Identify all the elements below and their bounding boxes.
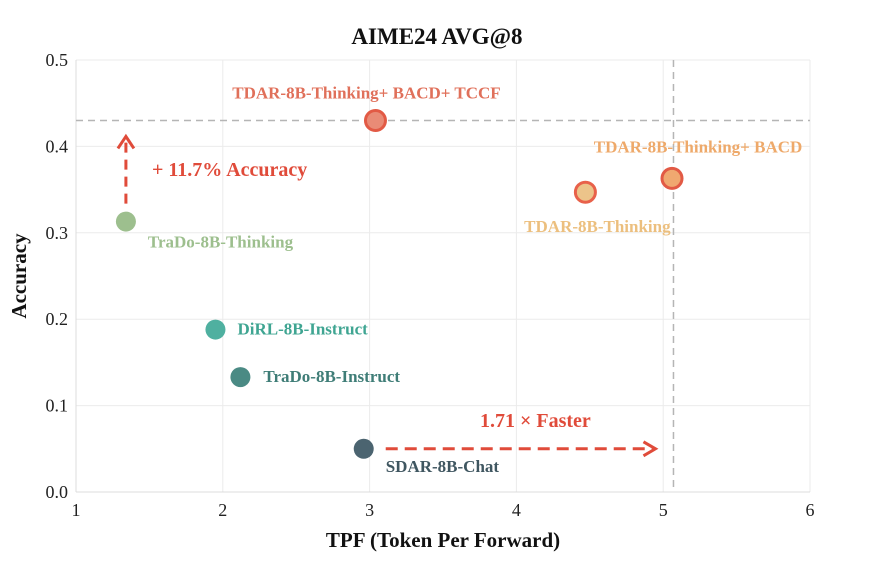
y-tick-label: 0.4 — [46, 136, 69, 156]
x-tick-label: 5 — [659, 500, 668, 520]
y-tick-label: 0.5 — [46, 50, 69, 70]
x-tick-label: 6 — [806, 500, 815, 520]
accuracy-annotation: + 11.7% Accuracy — [152, 159, 307, 181]
point-labels: TraDo-8B-Thinking DiRL-8B-Instruct TraDo-8… — [148, 83, 802, 475]
y-tick-label: 0.0 — [46, 482, 69, 502]
points — [115, 108, 684, 459]
x-tick-label: 2 — [218, 500, 227, 520]
y-tick-label: 0.1 — [46, 396, 69, 416]
data-point — [353, 438, 374, 459]
grid — [75, 59, 811, 493]
data-point-label: TDAR-8B-Thinking+ BACD — [594, 137, 803, 156]
data-point — [115, 211, 136, 232]
data-point-label: SDAR-8B-Chat — [386, 457, 500, 476]
data-point-label: TraDo-8B-Instruct — [263, 367, 400, 386]
data-point — [573, 180, 597, 204]
reference-lines — [76, 60, 810, 492]
data-point — [660, 166, 684, 190]
y-tick-label: 0.2 — [46, 309, 69, 329]
accuracy-arrowhead — [116, 133, 136, 150]
x-tick-label: 4 — [512, 500, 521, 520]
annotation-arrows — [116, 133, 659, 458]
y-axis-label: Accuracy — [7, 233, 31, 319]
data-point-label: TraDo-8B-Thinking — [148, 233, 294, 252]
data-point-label: TDAR-8B-Thinking — [524, 217, 671, 236]
y-tick-label: 0.3 — [46, 223, 69, 243]
x-tick-label: 3 — [365, 500, 374, 520]
speed-arrowhead — [642, 440, 659, 458]
chart-title: AIME24 AVG@8 — [351, 24, 522, 50]
data-point — [205, 319, 226, 340]
data-point-label: DiRL-8B-Instruct — [237, 320, 368, 339]
x-tick-label: 1 — [72, 500, 81, 520]
data-point-label: TDAR-8B-Thinking+ BACD+ TCCF — [232, 83, 500, 102]
x-axis-label: TPF (Token Per Forward) — [326, 528, 560, 552]
data-point — [230, 367, 251, 388]
speed-annotation: 1.71 × Faster — [480, 410, 591, 432]
data-point — [363, 108, 387, 132]
ticks: 1 2 3 4 5 6 0.0 0.1 0.2 0.3 0.4 0.5 — [46, 50, 815, 520]
